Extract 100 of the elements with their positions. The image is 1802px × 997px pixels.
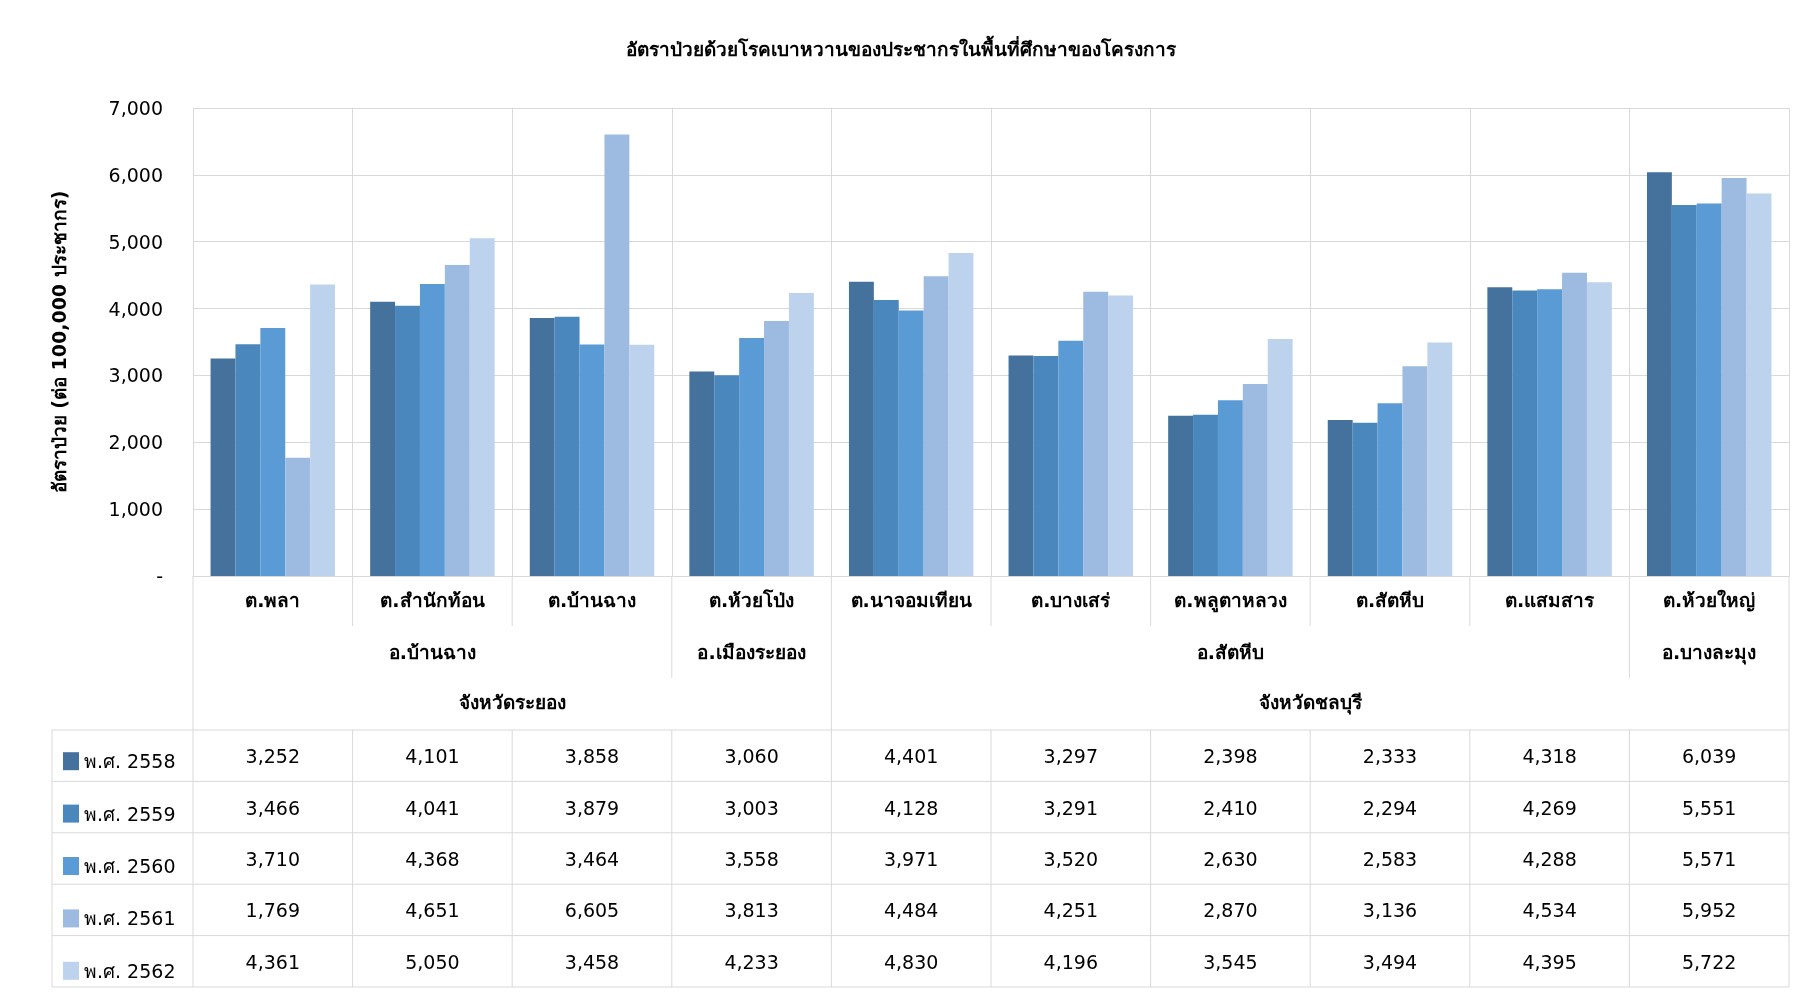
text: อ.สัตหีบ <box>1196 641 1265 663</box>
data-label: 3,971 <box>884 848 939 870</box>
bar <box>1537 289 1563 576</box>
data-label: 6,039 <box>1682 745 1737 768</box>
bar <box>1108 295 1134 576</box>
bar <box>444 265 470 576</box>
bar <box>923 276 949 576</box>
bar <box>1217 400 1243 576</box>
x-tick-label: ต.แสมสาร <box>1504 588 1596 611</box>
bar <box>285 457 311 576</box>
data-label: 5,551 <box>1682 796 1737 819</box>
data-label: 4,101 <box>405 745 460 768</box>
legend-label: พ.ศ. 2559 <box>84 802 176 825</box>
data-label: 4,196 <box>1043 950 1098 973</box>
y-tick-label: 3,000 <box>108 364 163 387</box>
data-label: 1,769 <box>245 899 300 922</box>
data-label: 3,252 <box>245 745 300 768</box>
data-label: 5,722 <box>1682 950 1737 973</box>
bar <box>1646 172 1672 576</box>
data-label: 4,361 <box>245 950 300 973</box>
data-label: 3,136 <box>1362 899 1418 922</box>
bar <box>948 253 974 576</box>
bar <box>629 344 655 576</box>
x-tick-label: ต.สัตหีบ <box>1355 588 1425 611</box>
bar <box>764 321 789 576</box>
data-label: 3,466 <box>245 796 300 819</box>
data-label: 3,520 <box>1043 848 1098 870</box>
legend-label: พ.ศ. 2560 <box>84 855 176 877</box>
data-label: 4,269 <box>1522 796 1577 819</box>
bar <box>1586 282 1612 576</box>
data-label: 4,368 <box>405 848 460 870</box>
bar <box>1083 291 1109 576</box>
bar <box>529 318 555 576</box>
bar <box>554 316 580 576</box>
bar <box>1168 415 1194 576</box>
x-tick-label: ต.บ้านฉาง <box>547 588 637 611</box>
text: อ.บ้านฉาง <box>388 641 477 663</box>
x-tick-label: ต.นาจอมเทียน <box>850 588 972 611</box>
data-label: 3,813 <box>724 899 779 922</box>
bar <box>1671 204 1697 576</box>
bar <box>689 371 715 576</box>
x-tick-label: ต.สำนักท้อน <box>380 588 485 611</box>
bar <box>1267 338 1293 576</box>
data-label: 4,041 <box>405 796 460 819</box>
y-tick-label: 7,000 <box>108 97 163 119</box>
data-label: 3,858 <box>564 745 620 768</box>
legend-label: พ.ศ. 2562 <box>84 959 176 982</box>
data-label: 4,651 <box>405 899 460 922</box>
data-label: 3,494 <box>1362 950 1418 973</box>
bar <box>419 283 445 576</box>
data-label: 2,630 <box>1203 848 1258 870</box>
bar <box>395 305 420 576</box>
bar <box>873 300 899 576</box>
data-label: 4,318 <box>1522 745 1577 768</box>
data-label: 3,003 <box>724 796 779 819</box>
bar <box>1327 420 1353 576</box>
bar <box>1512 290 1538 576</box>
bar <box>898 310 924 576</box>
legend-label: พ.ศ. 2561 <box>84 907 176 930</box>
y-tick-label: - <box>156 565 163 587</box>
bar <box>1562 272 1587 576</box>
data-label: 2,583 <box>1362 848 1418 870</box>
bar <box>469 238 495 576</box>
bar <box>1696 203 1722 576</box>
bar <box>370 301 396 576</box>
data-label: 3,545 <box>1203 950 1258 973</box>
data-label: 4,401 <box>884 745 939 768</box>
data-label: 5,571 <box>1682 848 1737 870</box>
bar <box>739 338 765 576</box>
bar <box>1242 384 1268 576</box>
bar <box>1008 355 1034 576</box>
data-label: 6,605 <box>564 899 620 922</box>
data-label: 3,464 <box>564 848 620 870</box>
x-tick-label: ต.บางเสร่ <box>1031 588 1112 611</box>
data-label: 5,050 <box>405 950 460 973</box>
y-tick-label: 2,000 <box>108 431 163 454</box>
x-tick-label: ต.ห้วยโป่ง <box>708 588 795 611</box>
x-tick-label: ต.พลูตาหลวง <box>1174 588 1287 613</box>
bar <box>1427 342 1453 576</box>
x-tick-label: ต.พลา <box>245 588 301 611</box>
data-label: 4,251 <box>1043 899 1098 922</box>
bar <box>1487 287 1513 576</box>
bar <box>848 281 874 576</box>
bar <box>1352 422 1378 576</box>
data-label: 4,233 <box>724 950 779 973</box>
data-label: 2,294 <box>1362 796 1418 819</box>
data-label: 4,830 <box>884 950 939 973</box>
bar <box>1746 193 1772 576</box>
y-tick-label: 6,000 <box>108 163 163 186</box>
data-label: 4,288 <box>1522 848 1577 870</box>
bar <box>260 327 286 576</box>
bar <box>235 344 261 576</box>
bar <box>1058 340 1084 576</box>
y-tick-label: 1,000 <box>108 498 163 521</box>
data-label: 2,870 <box>1203 899 1258 922</box>
data-label: 3,297 <box>1043 745 1098 768</box>
data-label: 3,879 <box>564 796 620 819</box>
bar <box>1402 366 1428 576</box>
data-label: 2,410 <box>1203 796 1258 819</box>
chart-title: อัตราป่วยด้วยโรคเบาหวานของประชากรในพื้นที่ศึกษาของโครงการ <box>626 34 1177 60</box>
